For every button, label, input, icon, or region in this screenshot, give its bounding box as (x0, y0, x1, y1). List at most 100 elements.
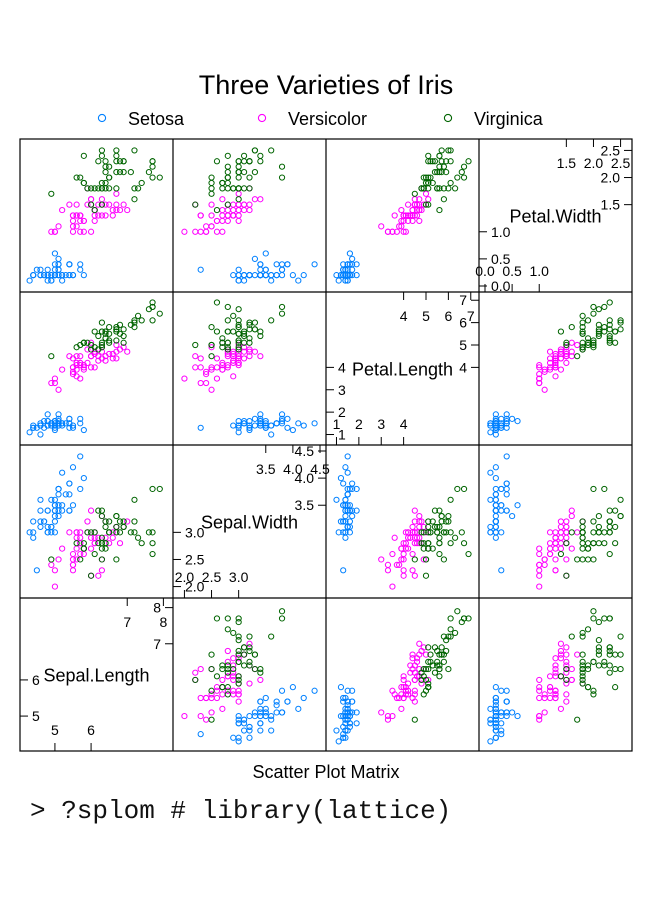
point-setosa-40 (340, 502, 347, 509)
point-virginica-14 (80, 540, 87, 547)
point-versicolor-13 (230, 206, 237, 214)
point-versicolor-25 (109, 355, 116, 362)
point-setosa-20 (492, 415, 499, 422)
tick-label-right: 2.5 (601, 142, 621, 158)
point-versicolor-29 (536, 550, 543, 558)
point-setosa-32 (59, 277, 66, 284)
point-virginica-37 (579, 523, 586, 531)
point-setosa-48 (273, 702, 280, 709)
point-setosa-39 (55, 507, 62, 514)
point-setosa-37 (487, 496, 494, 503)
point-versicolor-12 (536, 676, 543, 684)
point-virginica-14 (425, 152, 432, 159)
point-versicolor-46 (77, 534, 84, 541)
point-setosa-41 (197, 731, 204, 738)
point-versicolor-1 (246, 353, 253, 360)
point-setosa-37 (487, 716, 494, 723)
point-versicolor-31 (69, 371, 77, 378)
point-virginica-23 (579, 545, 586, 552)
point-virginica-18 (606, 299, 613, 306)
point-setosa-43 (51, 250, 59, 257)
point-virginica-4 (440, 658, 447, 665)
point-versicolor-18 (192, 353, 199, 360)
point-virginica-49 (579, 339, 586, 346)
tick-label-left: 3 (338, 382, 346, 398)
point-virginica-46 (208, 179, 215, 187)
point-versicolor-32 (219, 366, 226, 373)
point-virginica-37 (102, 185, 109, 192)
point-versicolor-23 (224, 348, 231, 355)
point-versicolor-0 (246, 206, 253, 214)
point-virginica-22 (149, 540, 156, 547)
point-versicolor-29 (213, 375, 221, 382)
point-setosa-31 (344, 261, 351, 268)
point-versicolor-12 (87, 364, 95, 371)
point-setosa-48 (492, 420, 499, 427)
point-virginica-3 (436, 185, 443, 192)
point-virginica-37 (102, 330, 109, 337)
point-virginica-9 (131, 317, 138, 324)
point-virginica-14 (612, 339, 619, 346)
point-virginica-17 (601, 485, 608, 493)
point-virginica-46 (98, 341, 106, 349)
point-virginica-29 (440, 633, 447, 640)
point-versicolor-47 (230, 357, 237, 364)
point-virginica-22 (224, 303, 231, 311)
point-setosa-19 (498, 485, 505, 493)
point-virginica-9 (131, 496, 138, 503)
point-virginica-15 (102, 518, 109, 525)
point-versicolor-46 (230, 687, 237, 694)
point-versicolor-36 (416, 201, 423, 208)
point-setosa-44 (278, 261, 286, 268)
point-versicolor-27 (574, 651, 581, 658)
point-virginica-48 (431, 669, 439, 676)
point-virginica-46 (584, 665, 592, 673)
point-virginica-24 (595, 651, 602, 658)
point-versicolor-19 (541, 691, 548, 698)
point-virginica-35 (235, 317, 242, 324)
point-setosa-38 (235, 424, 242, 431)
point-setosa-47 (37, 272, 44, 279)
point-setosa-31 (257, 261, 264, 268)
point-setosa-36 (69, 424, 77, 431)
point-setosa-49 (492, 422, 499, 429)
point-virginica-4 (235, 163, 242, 170)
point-virginica-37 (240, 185, 248, 192)
point-versicolor-36 (113, 201, 120, 208)
point-versicolor-25 (235, 355, 242, 362)
point-virginica-36 (612, 665, 619, 673)
point-versicolor-47 (230, 212, 237, 219)
tick-label-left: 2.5 (185, 551, 205, 567)
point-setosa-47 (37, 422, 44, 429)
panel-Petal.Length-vs-Petal.Width (333, 147, 472, 284)
point-virginica-13 (590, 556, 597, 563)
point-setosa-37 (268, 277, 275, 284)
point-virginica-23 (98, 545, 106, 552)
point-versicolor-25 (409, 655, 416, 662)
point-virginica-16 (579, 658, 586, 665)
point-versicolor-18 (192, 669, 199, 676)
point-virginica-36 (612, 507, 619, 514)
point-setosa-47 (342, 727, 349, 734)
point-setosa-46 (278, 709, 286, 716)
point-virginica-30 (447, 626, 454, 633)
point-virginica-36 (257, 665, 264, 673)
point-versicolor-38 (235, 212, 242, 219)
point-virginica-30 (584, 540, 592, 547)
point-virginica-49 (425, 529, 432, 536)
point-versicolor-23 (546, 673, 554, 680)
point-versicolor-46 (405, 687, 412, 694)
point-virginica-37 (434, 662, 441, 669)
point-virginica-48 (95, 158, 102, 165)
point-versicolor-40 (69, 217, 77, 225)
point-setosa-8 (230, 272, 237, 279)
point-versicolor-47 (407, 212, 414, 219)
tick-label-top: 2.5 (611, 155, 631, 171)
point-versicolor-41 (235, 350, 242, 358)
point-setosa-13 (335, 738, 342, 745)
point-setosa-36 (69, 502, 77, 509)
point-versicolor-10 (181, 712, 188, 720)
point-setosa-48 (492, 491, 499, 498)
point-versicolor-10 (51, 375, 59, 382)
point-virginica-28 (595, 540, 602, 547)
